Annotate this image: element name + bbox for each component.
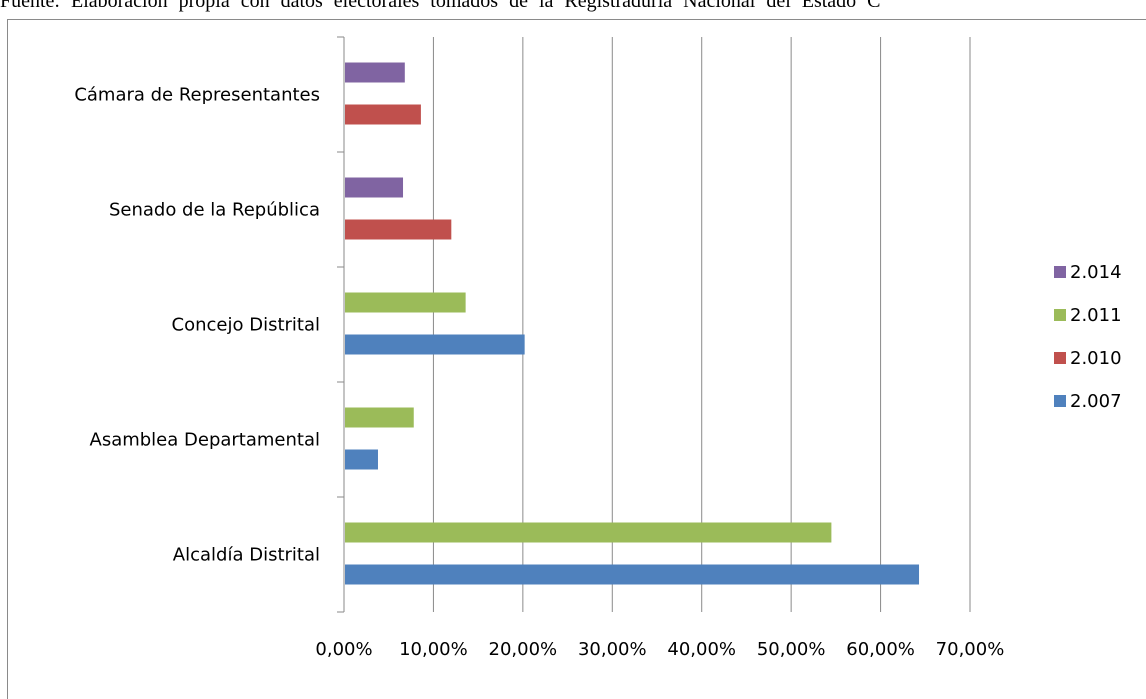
legend-label: 2.010 (1070, 348, 1122, 369)
legend-label: 2.007 (1070, 391, 1122, 412)
x-tick-label: 70,00% (936, 639, 1005, 660)
x-tick-label: 20,00% (489, 639, 558, 660)
category-label: Alcaldía Distrital (173, 545, 320, 566)
legend-swatch (1054, 352, 1066, 364)
legend-label: 2.011 (1070, 305, 1122, 326)
bar (345, 449, 378, 470)
bar (345, 522, 832, 543)
bar (345, 219, 452, 240)
x-tick-label: 30,00% (578, 639, 647, 660)
bar (345, 104, 421, 125)
category-label: Senado de la República (109, 200, 320, 221)
x-tick-label: 0,00% (315, 639, 372, 660)
legend-label: 2.014 (1070, 262, 1122, 283)
legend-swatch (1054, 309, 1066, 321)
category-label: Cámara de Representantes (74, 85, 320, 106)
bar (345, 564, 920, 585)
category-label: Concejo Distrital (172, 315, 320, 336)
bar (345, 177, 404, 198)
x-tick-label: 60,00% (846, 639, 915, 660)
x-tick-label: 50,00% (757, 639, 826, 660)
x-tick-label: 40,00% (667, 639, 736, 660)
legend-swatch (1054, 266, 1066, 278)
chart-frame (7, 19, 1146, 699)
source-caption: Fuente: Elaboración propia con datos ele… (0, 0, 881, 12)
category-label: Asamblea Departamental (90, 430, 321, 451)
bar (345, 334, 525, 355)
legend-swatch (1054, 395, 1066, 407)
x-tick-label: 10,00% (399, 639, 468, 660)
bar (345, 62, 405, 83)
bar-chart: 0,00% 10,00% 20,00% 30,00% 40,00% 50,00% 60,00… (74, 36, 1122, 660)
bar (345, 292, 466, 313)
bar (345, 407, 414, 428)
